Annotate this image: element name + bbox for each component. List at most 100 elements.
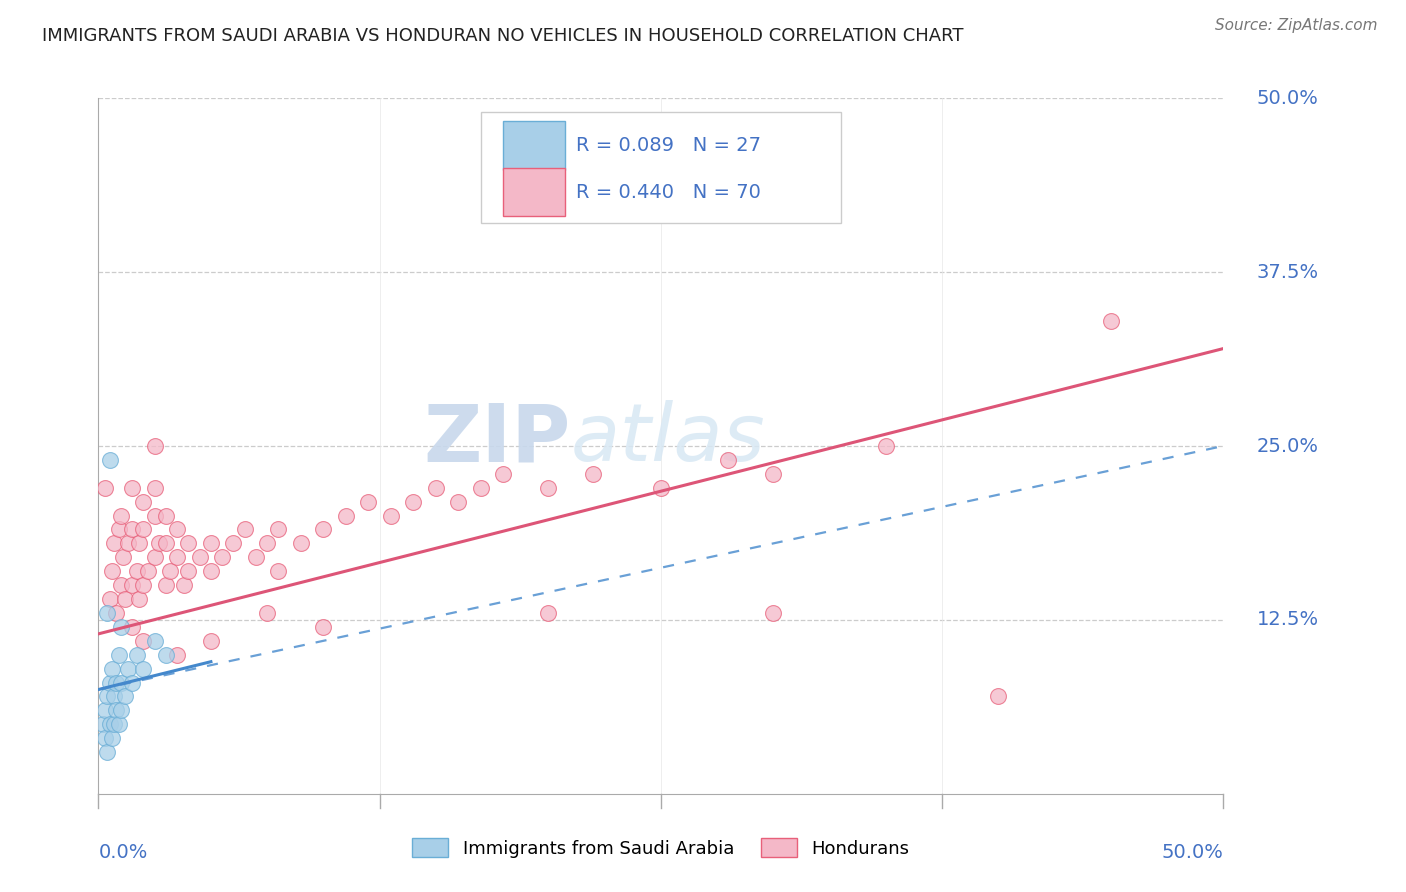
Point: [155, 536, 177, 550]
Point: [96, 690, 118, 704]
Point: [114, 592, 136, 607]
Point: [103, 690, 125, 704]
Point: [98, 717, 121, 731]
Point: [94, 731, 117, 746]
FancyBboxPatch shape: [503, 121, 565, 169]
Point: [155, 508, 177, 523]
Point: [256, 606, 278, 620]
Point: [136, 564, 159, 578]
Point: [105, 703, 128, 717]
Point: [121, 620, 143, 634]
Point: [233, 523, 256, 537]
Point: [96, 745, 118, 759]
Point: [402, 494, 425, 508]
Text: 0.0%: 0.0%: [98, 843, 148, 862]
Point: [159, 564, 181, 578]
Point: [117, 662, 139, 676]
Point: [125, 564, 148, 578]
Point: [312, 523, 335, 537]
Point: [105, 606, 128, 620]
Point: [290, 536, 312, 550]
Point: [101, 564, 124, 578]
Point: [132, 633, 155, 648]
Point: [357, 494, 380, 508]
Point: [112, 550, 135, 565]
Point: [121, 578, 143, 592]
Point: [121, 481, 143, 495]
Text: ZIP: ZIP: [423, 400, 571, 478]
Point: [110, 578, 132, 592]
Point: [173, 578, 195, 592]
Point: [110, 620, 132, 634]
Point: [94, 481, 117, 495]
Text: IMMIGRANTS FROM SAUDI ARABIA VS HONDURAN NO VEHICLES IN HOUSEHOLD CORRELATION CH: IMMIGRANTS FROM SAUDI ARABIA VS HONDURAN…: [42, 27, 963, 45]
Point: [132, 494, 155, 508]
Point: [148, 536, 170, 550]
Point: [380, 508, 402, 523]
Point: [143, 481, 166, 495]
Point: [132, 523, 155, 537]
Point: [91, 717, 114, 731]
Point: [200, 633, 222, 648]
FancyBboxPatch shape: [481, 112, 841, 223]
Point: [447, 494, 470, 508]
Point: [222, 536, 245, 550]
Point: [762, 467, 785, 481]
Point: [114, 690, 136, 704]
Point: [188, 550, 211, 565]
Point: [537, 481, 560, 495]
Point: [117, 536, 139, 550]
Point: [245, 550, 267, 565]
Point: [155, 578, 177, 592]
Legend: Immigrants from Saudi Arabia, Hondurans: Immigrants from Saudi Arabia, Hondurans: [405, 831, 917, 865]
Text: 37.5%: 37.5%: [1257, 262, 1319, 282]
Text: 50.0%: 50.0%: [1161, 843, 1223, 862]
Text: R = 0.440   N = 70: R = 0.440 N = 70: [576, 183, 761, 202]
Point: [110, 703, 132, 717]
Point: [101, 731, 124, 746]
Text: atlas: atlas: [571, 400, 766, 478]
Point: [335, 508, 357, 523]
Point: [987, 690, 1010, 704]
Text: 50.0%: 50.0%: [1257, 88, 1319, 108]
Point: [650, 481, 672, 495]
Point: [143, 633, 166, 648]
Point: [155, 648, 177, 662]
Point: [98, 453, 121, 467]
Point: [128, 592, 150, 607]
Point: [98, 675, 121, 690]
Point: [103, 536, 125, 550]
Point: [98, 592, 121, 607]
Point: [312, 620, 335, 634]
Point: [1099, 314, 1122, 328]
Point: [762, 606, 785, 620]
Point: [267, 564, 290, 578]
Point: [125, 648, 148, 662]
Point: [492, 467, 515, 481]
Text: Source: ZipAtlas.com: Source: ZipAtlas.com: [1215, 18, 1378, 33]
Point: [101, 662, 124, 676]
FancyBboxPatch shape: [503, 168, 565, 217]
Point: [103, 717, 125, 731]
Point: [143, 508, 166, 523]
Point: [107, 523, 129, 537]
Point: [128, 536, 150, 550]
Point: [166, 648, 188, 662]
Point: [166, 550, 188, 565]
Point: [177, 536, 200, 550]
Text: 12.5%: 12.5%: [1257, 610, 1319, 630]
Point: [537, 606, 560, 620]
Point: [267, 523, 290, 537]
Text: R = 0.089   N = 27: R = 0.089 N = 27: [576, 136, 762, 155]
Point: [107, 717, 129, 731]
Point: [143, 439, 166, 453]
Point: [256, 536, 278, 550]
Point: [425, 481, 447, 495]
Point: [132, 578, 155, 592]
Point: [582, 467, 605, 481]
Point: [177, 564, 200, 578]
Point: [166, 523, 188, 537]
Point: [121, 675, 143, 690]
Point: [105, 675, 128, 690]
Point: [121, 523, 143, 537]
